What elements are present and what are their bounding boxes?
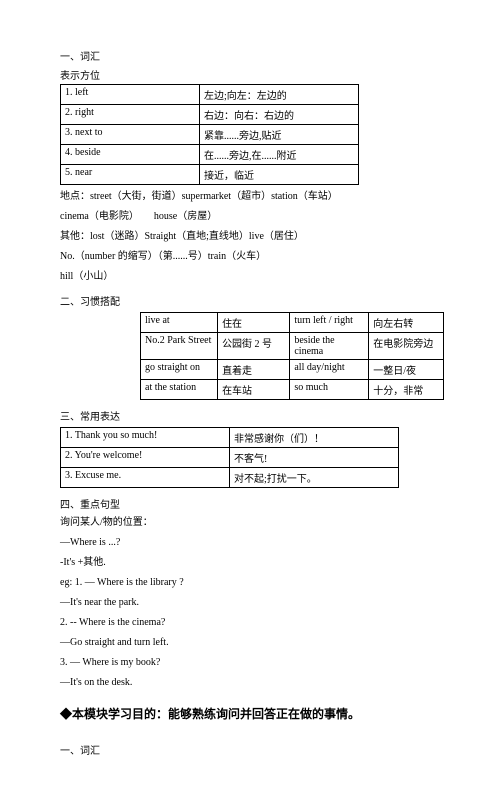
eg1a: —It's near the park. [60,595,444,611]
table-row: 3. Excuse me.对不起;打扰一下。 [61,468,399,488]
eg2: 2. -- Where is the cinema? [60,615,444,631]
q-its: -It's +其他. [60,555,444,571]
section-2: 二、习惯搭配 [60,293,444,308]
table-row: at the station在车站so much十分，非常 [141,380,444,400]
section-3: 三、常用表达 [60,408,444,423]
table-row: 3. next to紧靠......旁边,贴近 [61,125,359,145]
table-expressions: 1. Thank you so much!非常感谢你（们）！ 2. You're… [60,427,399,488]
table-phrases: live at住在turn left / right向左右转 No.2 Park… [140,312,444,400]
section-1a: 表示方位 [60,67,444,82]
table-row: live at住在turn left / right向左右转 [141,313,444,333]
eg3: 3. — Where is my book? [60,655,444,671]
table-direction: 1. left左边;向左：左边的 2. right右边：向右：右边的 3. ne… [60,84,359,185]
eg2a: —Go straight and turn left. [60,635,444,651]
table-row: 5. near接近，临近 [61,165,359,185]
table-row: 2. right右边：向右：右边的 [61,105,359,125]
q-intro: 询问某人/物的位置： [60,515,444,531]
place-text: 地点：street（大街，街道）supermarket（超市）station（车… [60,189,444,205]
table-row: 1. Thank you so much!非常感谢你（们）！ [61,428,399,448]
section-1: 一、词汇 [60,48,444,63]
place-text-a: cinema（电影院） house（房屋） [60,209,444,225]
section-5: 一、词汇 [60,742,444,757]
table-row: go straight on直着走all day/night一整日/夜 [141,360,444,380]
eg3a: —It's on the desk. [60,675,444,691]
other-text: 其他：lost（迷路）Straight（直地;直线地）live（居住） [60,229,444,245]
other-text-b: hill（小山） [60,269,444,285]
table-row: 4. beside在......旁边,在......附近 [61,145,359,165]
table-row: No.2 Park Street公园街 2 号beside the cinema… [141,333,444,360]
eg1: eg: 1. — Where is the library ? [60,575,444,591]
table-row: 2. You're welcome!不客气! [61,448,399,468]
q-where: —Where is ...? [60,535,444,551]
module-goal: ◆本模块学习目的：能够熟练询问并回答正在做的事情。 [60,705,444,722]
table-row: 1. left左边;向左：左边的 [61,85,359,105]
section-4: 四、重点句型 [60,496,444,511]
other-text-a: No.（number 的缩写）（第......号）train（火车） [60,249,444,265]
